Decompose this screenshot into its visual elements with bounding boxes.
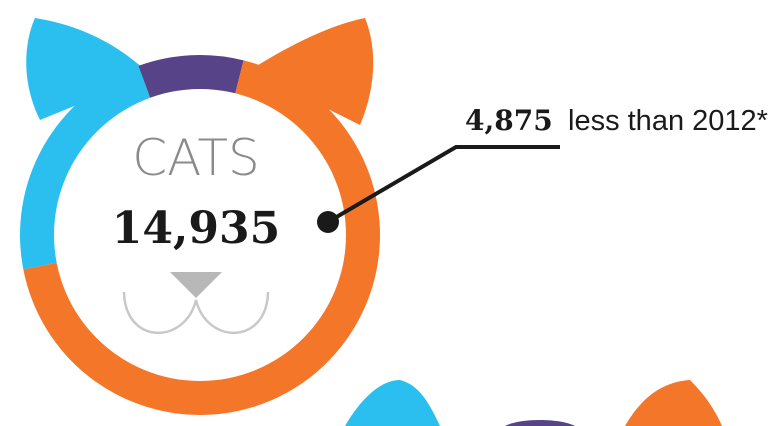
callout-value: 4,875 — [465, 104, 553, 137]
callout-text: less than 2012* — [568, 105, 768, 137]
nose — [170, 272, 222, 298]
callout-line — [326, 145, 560, 224]
ring-purple — [138, 55, 244, 99]
title: CATS — [132, 129, 260, 187]
total: 14,935 — [112, 203, 280, 254]
second-cat-right-ear — [625, 380, 722, 426]
mouth — [122, 291, 270, 335]
ring — [19, 55, 380, 415]
left-ear — [26, 18, 150, 120]
ring-blue — [19, 65, 151, 270]
right-ear — [250, 18, 374, 125]
second-cat-top — [505, 420, 575, 426]
second-cat-left-ear — [345, 380, 440, 426]
